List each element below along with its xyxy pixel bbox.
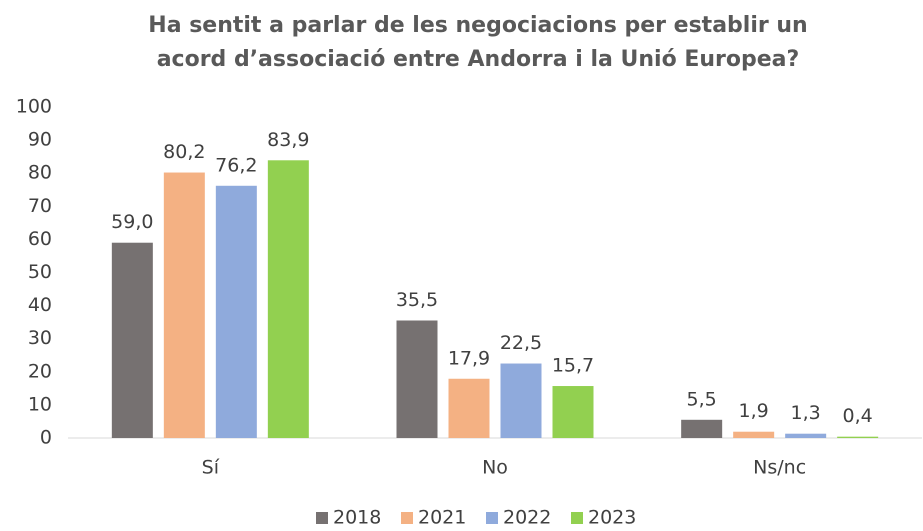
legend-swatch <box>316 512 328 524</box>
data-label: 83,9 <box>267 129 309 151</box>
legend-swatch <box>401 512 413 524</box>
bar <box>837 436 879 438</box>
legend-label: 2018 <box>333 507 381 529</box>
chart-title: acord d’associació entre Andorra i la Un… <box>157 47 800 72</box>
data-label: 22,5 <box>500 332 542 354</box>
legend-label: 2022 <box>503 507 551 529</box>
data-label: 1,9 <box>739 400 769 422</box>
chart-title: Ha sentit a parlar de les negociacions p… <box>148 13 807 38</box>
bar <box>215 185 257 438</box>
y-tick-label: 100 <box>16 96 52 118</box>
bar <box>681 419 723 438</box>
data-label: 0,4 <box>843 405 873 427</box>
x-tick-label: No <box>482 457 508 479</box>
y-tick-label: 20 <box>28 360 52 382</box>
legend-label: 2023 <box>588 507 636 529</box>
bar <box>448 378 490 438</box>
data-label: 59,0 <box>111 211 153 233</box>
y-tick-label: 80 <box>28 162 52 184</box>
data-label: 80,2 <box>163 141 205 163</box>
y-tick-label: 90 <box>28 129 52 151</box>
data-label: 15,7 <box>552 355 594 377</box>
legend-label: 2021 <box>418 507 466 529</box>
legend-swatch <box>486 512 498 524</box>
bar <box>785 433 827 438</box>
y-tick-label: 70 <box>28 195 52 217</box>
bar <box>500 363 542 438</box>
y-tick-label: 30 <box>28 327 52 349</box>
y-tick-label: 60 <box>28 228 52 250</box>
bar <box>111 242 153 438</box>
x-tick-label: Ns/nc <box>753 457 806 479</box>
data-label: 5,5 <box>687 388 717 410</box>
y-tick-label: 10 <box>28 393 52 415</box>
data-label: 35,5 <box>396 289 438 311</box>
bar <box>733 431 775 438</box>
data-label: 17,9 <box>448 347 490 369</box>
y-tick-label: 0 <box>40 427 52 449</box>
data-label: 1,3 <box>791 402 821 424</box>
bar <box>552 386 594 438</box>
x-tick-label: Sí <box>202 457 220 479</box>
data-label: 76,2 <box>215 154 257 176</box>
y-tick-label: 40 <box>28 294 52 316</box>
bar <box>267 160 309 438</box>
y-tick-label: 50 <box>28 261 52 283</box>
bar <box>396 320 438 438</box>
legend-swatch <box>571 512 583 524</box>
bar <box>163 172 205 438</box>
